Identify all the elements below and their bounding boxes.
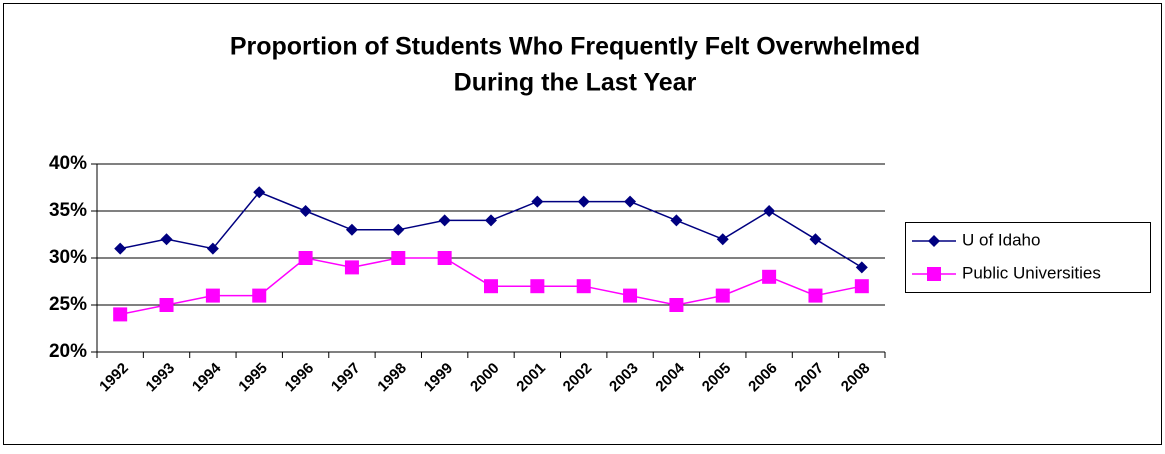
legend-label: Public Universities xyxy=(962,263,1101,282)
point xyxy=(576,279,591,294)
point xyxy=(160,233,173,246)
y-tick-label: 35% xyxy=(49,200,87,221)
point xyxy=(392,223,405,236)
y-tick-label: 25% xyxy=(49,294,87,315)
y-tick-label: 30% xyxy=(49,247,87,268)
point xyxy=(531,195,544,208)
legend-label: U of Idaho xyxy=(962,230,1040,249)
point xyxy=(438,214,451,227)
point xyxy=(484,279,498,294)
point xyxy=(345,223,358,236)
point xyxy=(299,205,312,217)
legend-marker xyxy=(928,235,940,247)
point xyxy=(485,214,497,227)
point xyxy=(114,242,127,255)
point xyxy=(159,298,174,312)
chart-title: During the Last Year xyxy=(454,69,697,97)
point xyxy=(437,251,452,265)
point xyxy=(624,195,637,208)
point xyxy=(623,288,638,303)
point xyxy=(344,260,359,275)
point xyxy=(716,233,729,246)
point xyxy=(530,279,545,294)
point xyxy=(763,205,776,217)
point xyxy=(715,288,730,303)
point xyxy=(113,307,128,322)
point xyxy=(670,214,683,227)
point xyxy=(391,251,406,265)
point xyxy=(854,279,869,294)
y-tick-label: 40% xyxy=(49,153,87,174)
chart-title: Proportion of Students Who Frequently Fe… xyxy=(230,33,920,61)
point xyxy=(253,186,266,199)
point xyxy=(252,288,267,303)
point xyxy=(206,242,219,255)
point xyxy=(205,288,220,303)
point xyxy=(809,233,822,246)
point xyxy=(855,261,868,274)
point xyxy=(762,269,777,284)
point xyxy=(808,288,823,303)
point xyxy=(577,195,590,208)
point xyxy=(298,251,313,265)
legend-box xyxy=(905,222,1151,293)
y-tick-label: 20% xyxy=(49,341,87,362)
legend-marker xyxy=(927,267,941,281)
point xyxy=(669,298,684,312)
